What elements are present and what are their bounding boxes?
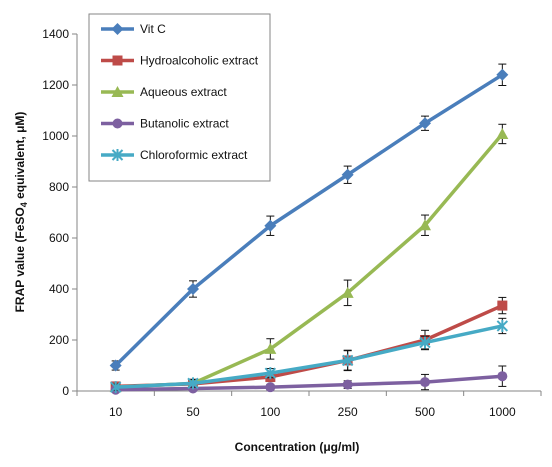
legend-label: Butanolic extract bbox=[140, 117, 229, 131]
y-tick-label: 800 bbox=[49, 180, 69, 194]
chart-axes: 0 200 400 600 800 1000 1200 1400 10 50 100 250 500 10… bbox=[42, 27, 542, 419]
series-vit-c bbox=[109, 63, 509, 372]
x-axis-title: Concentration (μg/ml) bbox=[235, 440, 360, 454]
series-chloroformic-extract bbox=[109, 317, 509, 394]
data-point bbox=[109, 359, 122, 372]
y-tick-label: 1000 bbox=[42, 129, 69, 143]
data-point bbox=[341, 354, 354, 367]
data-point bbox=[496, 127, 509, 139]
series-line bbox=[115, 303, 504, 389]
data-point bbox=[265, 382, 276, 393]
data-point bbox=[341, 286, 354, 298]
legend-marker bbox=[112, 55, 123, 66]
data-point bbox=[264, 219, 277, 232]
legend-marker bbox=[111, 149, 124, 161]
data-point bbox=[496, 319, 509, 332]
x-tick-label: 10 bbox=[109, 405, 123, 419]
data-point bbox=[420, 377, 430, 388]
series-line bbox=[115, 374, 503, 392]
legend-label: Hydroalcoholic extract bbox=[140, 54, 259, 68]
x-tick-label: 250 bbox=[338, 405, 358, 419]
data-point bbox=[187, 377, 199, 390]
legend-entry: Hydroalcoholic extract bbox=[101, 54, 259, 68]
y-tick-label: 1400 bbox=[42, 27, 69, 41]
x-tick-label: 1000 bbox=[489, 405, 516, 419]
data-point bbox=[342, 379, 353, 390]
legend-marker bbox=[111, 86, 124, 97]
series-butanolic-extract bbox=[110, 365, 508, 395]
legend-entry: Aqueous extract bbox=[101, 85, 227, 99]
series-line bbox=[115, 324, 503, 389]
y-axis-title-part-2: equivalent, μM) bbox=[13, 112, 27, 203]
series-line bbox=[114, 73, 504, 367]
y-axis-title-subscript: 4 bbox=[19, 202, 29, 207]
legend-label: Aqueous extract bbox=[140, 85, 227, 99]
data-point bbox=[497, 371, 508, 382]
y-tick-label: 400 bbox=[49, 282, 69, 296]
y-tick-label: 0 bbox=[62, 384, 69, 398]
x-tick-label: 500 bbox=[415, 405, 435, 419]
data-point bbox=[341, 168, 354, 181]
data-point bbox=[497, 300, 508, 311]
chart-legend: Vit C Hydroalcoholic extract Aqueous extra… bbox=[88, 13, 271, 182]
data-point bbox=[264, 367, 277, 380]
legend-entry: Vit C bbox=[101, 22, 166, 36]
data-point bbox=[419, 336, 431, 349]
data-point bbox=[109, 381, 122, 394]
y-tick-label: 1200 bbox=[42, 78, 69, 92]
legend-marker bbox=[111, 23, 124, 35]
x-tick-label: 50 bbox=[186, 405, 200, 419]
y-axis-title-part-1: FRAP value (FeSO bbox=[13, 207, 27, 312]
data-point bbox=[187, 283, 199, 295]
legend-entry: Butanolic extract bbox=[101, 117, 229, 131]
data-point bbox=[419, 117, 431, 130]
data-point bbox=[264, 342, 277, 354]
legend-marker bbox=[112, 118, 123, 129]
chart-series-layer bbox=[109, 63, 509, 395]
y-tick-label: 600 bbox=[49, 231, 69, 245]
data-point bbox=[419, 219, 431, 231]
x-tick-label: 100 bbox=[260, 405, 280, 419]
data-point bbox=[496, 68, 509, 81]
y-axis-title: FRAP value (FeSO4 equivalent, μM) bbox=[13, 112, 29, 313]
legend-entry: Chloroformic extract bbox=[101, 148, 248, 162]
legend-label: Vit C bbox=[140, 22, 166, 36]
y-tick-label: 200 bbox=[49, 333, 69, 347]
legend-label: Chloroformic extract bbox=[140, 148, 248, 162]
